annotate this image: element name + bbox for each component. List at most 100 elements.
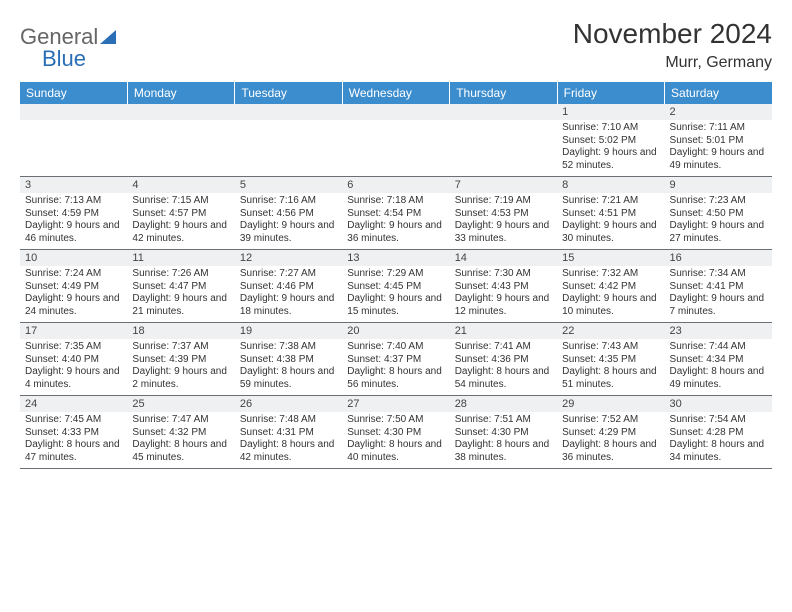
day-cell: 15Sunrise: 7:32 AMSunset: 4:42 PMDayligh… — [557, 250, 664, 323]
empty-cell — [20, 104, 127, 177]
calendar-row: 1Sunrise: 7:10 AMSunset: 5:02 PMDaylight… — [20, 104, 772, 177]
day-number — [20, 104, 127, 120]
day-number: 21 — [450, 323, 557, 339]
day-number: 7 — [450, 177, 557, 193]
weekday-header: Thursday — [450, 82, 557, 104]
day-cell: 4Sunrise: 7:15 AMSunset: 4:57 PMDaylight… — [127, 177, 234, 250]
day-number: 25 — [127, 396, 234, 412]
calendar-row: 3Sunrise: 7:13 AMSunset: 4:59 PMDaylight… — [20, 177, 772, 250]
brand-logo: General Blue — [20, 24, 116, 72]
day-cell: 1Sunrise: 7:10 AMSunset: 5:02 PMDaylight… — [557, 104, 664, 177]
day-number: 11 — [127, 250, 234, 266]
weekday-header: Monday — [127, 82, 234, 104]
day-number: 30 — [665, 396, 772, 412]
day-number: 9 — [665, 177, 772, 193]
day-number: 8 — [557, 177, 664, 193]
day-cell: 24Sunrise: 7:45 AMSunset: 4:33 PMDayligh… — [20, 396, 127, 469]
day-detail: Sunrise: 7:23 AMSunset: 4:50 PMDaylight:… — [665, 193, 772, 249]
day-number: 4 — [127, 177, 234, 193]
day-detail: Sunrise: 7:29 AMSunset: 4:45 PMDaylight:… — [342, 266, 449, 322]
day-number: 17 — [20, 323, 127, 339]
day-detail: Sunrise: 7:38 AMSunset: 4:38 PMDaylight:… — [235, 339, 342, 395]
day-detail: Sunrise: 7:43 AMSunset: 4:35 PMDaylight:… — [557, 339, 664, 395]
day-cell: 8Sunrise: 7:21 AMSunset: 4:51 PMDaylight… — [557, 177, 664, 250]
day-cell: 9Sunrise: 7:23 AMSunset: 4:50 PMDaylight… — [665, 177, 772, 250]
day-detail: Sunrise: 7:21 AMSunset: 4:51 PMDaylight:… — [557, 193, 664, 249]
day-detail: Sunrise: 7:35 AMSunset: 4:40 PMDaylight:… — [20, 339, 127, 395]
day-number: 2 — [665, 104, 772, 120]
day-cell: 17Sunrise: 7:35 AMSunset: 4:40 PMDayligh… — [20, 323, 127, 396]
day-detail: Sunrise: 7:50 AMSunset: 4:30 PMDaylight:… — [342, 412, 449, 468]
day-detail: Sunrise: 7:40 AMSunset: 4:37 PMDaylight:… — [342, 339, 449, 395]
day-number: 16 — [665, 250, 772, 266]
day-cell: 29Sunrise: 7:52 AMSunset: 4:29 PMDayligh… — [557, 396, 664, 469]
weekday-header: Tuesday — [235, 82, 342, 104]
day-number: 6 — [342, 177, 449, 193]
day-number: 14 — [450, 250, 557, 266]
day-cell: 20Sunrise: 7:40 AMSunset: 4:37 PMDayligh… — [342, 323, 449, 396]
day-cell: 30Sunrise: 7:54 AMSunset: 4:28 PMDayligh… — [665, 396, 772, 469]
day-number: 24 — [20, 396, 127, 412]
day-cell: 12Sunrise: 7:27 AMSunset: 4:46 PMDayligh… — [235, 250, 342, 323]
day-number: 5 — [235, 177, 342, 193]
day-detail: Sunrise: 7:19 AMSunset: 4:53 PMDaylight:… — [450, 193, 557, 249]
day-detail: Sunrise: 7:11 AMSunset: 5:01 PMDaylight:… — [665, 120, 772, 176]
day-detail: Sunrise: 7:47 AMSunset: 4:32 PMDaylight:… — [127, 412, 234, 468]
day-detail: Sunrise: 7:15 AMSunset: 4:57 PMDaylight:… — [127, 193, 234, 249]
day-number: 18 — [127, 323, 234, 339]
day-cell: 28Sunrise: 7:51 AMSunset: 4:30 PMDayligh… — [450, 396, 557, 469]
day-cell: 7Sunrise: 7:19 AMSunset: 4:53 PMDaylight… — [450, 177, 557, 250]
day-detail: Sunrise: 7:34 AMSunset: 4:41 PMDaylight:… — [665, 266, 772, 322]
day-detail: Sunrise: 7:10 AMSunset: 5:02 PMDaylight:… — [557, 120, 664, 176]
day-detail: Sunrise: 7:27 AMSunset: 4:46 PMDaylight:… — [235, 266, 342, 322]
day-number: 12 — [235, 250, 342, 266]
brand-text-blue: Blue — [42, 46, 116, 72]
day-number: 10 — [20, 250, 127, 266]
calendar-row: 10Sunrise: 7:24 AMSunset: 4:49 PMDayligh… — [20, 250, 772, 323]
day-detail: Sunrise: 7:24 AMSunset: 4:49 PMDaylight:… — [20, 266, 127, 322]
day-cell: 26Sunrise: 7:48 AMSunset: 4:31 PMDayligh… — [235, 396, 342, 469]
day-detail: Sunrise: 7:41 AMSunset: 4:36 PMDaylight:… — [450, 339, 557, 395]
title-block: November 2024 Murr, Germany — [573, 18, 772, 72]
day-number: 27 — [342, 396, 449, 412]
day-cell: 11Sunrise: 7:26 AMSunset: 4:47 PMDayligh… — [127, 250, 234, 323]
day-cell: 13Sunrise: 7:29 AMSunset: 4:45 PMDayligh… — [342, 250, 449, 323]
day-detail: Sunrise: 7:54 AMSunset: 4:28 PMDaylight:… — [665, 412, 772, 468]
day-cell: 6Sunrise: 7:18 AMSunset: 4:54 PMDaylight… — [342, 177, 449, 250]
day-number — [127, 104, 234, 120]
empty-cell — [235, 104, 342, 177]
calendar-row: 24Sunrise: 7:45 AMSunset: 4:33 PMDayligh… — [20, 396, 772, 469]
day-cell: 22Sunrise: 7:43 AMSunset: 4:35 PMDayligh… — [557, 323, 664, 396]
day-cell: 27Sunrise: 7:50 AMSunset: 4:30 PMDayligh… — [342, 396, 449, 469]
day-detail: Sunrise: 7:16 AMSunset: 4:56 PMDaylight:… — [235, 193, 342, 249]
day-number: 28 — [450, 396, 557, 412]
calendar-page: General Blue November 2024 Murr, Germany… — [0, 0, 792, 479]
day-number: 13 — [342, 250, 449, 266]
day-number: 1 — [557, 104, 664, 120]
day-cell: 2Sunrise: 7:11 AMSunset: 5:01 PMDaylight… — [665, 104, 772, 177]
day-number — [342, 104, 449, 120]
day-detail: Sunrise: 7:48 AMSunset: 4:31 PMDaylight:… — [235, 412, 342, 468]
empty-cell — [450, 104, 557, 177]
day-cell: 14Sunrise: 7:30 AMSunset: 4:43 PMDayligh… — [450, 250, 557, 323]
day-number: 19 — [235, 323, 342, 339]
day-detail: Sunrise: 7:51 AMSunset: 4:30 PMDaylight:… — [450, 412, 557, 468]
page-header: General Blue November 2024 Murr, Germany — [20, 18, 772, 72]
empty-cell — [127, 104, 234, 177]
day-cell: 19Sunrise: 7:38 AMSunset: 4:38 PMDayligh… — [235, 323, 342, 396]
day-cell: 25Sunrise: 7:47 AMSunset: 4:32 PMDayligh… — [127, 396, 234, 469]
triangle-icon — [100, 30, 116, 44]
weekday-header-row: SundayMondayTuesdayWednesdayThursdayFrid… — [20, 82, 772, 104]
day-number — [450, 104, 557, 120]
calendar-row: 17Sunrise: 7:35 AMSunset: 4:40 PMDayligh… — [20, 323, 772, 396]
day-number: 15 — [557, 250, 664, 266]
day-number: 29 — [557, 396, 664, 412]
weekday-header: Wednesday — [342, 82, 449, 104]
day-cell: 16Sunrise: 7:34 AMSunset: 4:41 PMDayligh… — [665, 250, 772, 323]
day-detail: Sunrise: 7:37 AMSunset: 4:39 PMDaylight:… — [127, 339, 234, 395]
day-cell: 5Sunrise: 7:16 AMSunset: 4:56 PMDaylight… — [235, 177, 342, 250]
day-number: 23 — [665, 323, 772, 339]
day-detail: Sunrise: 7:26 AMSunset: 4:47 PMDaylight:… — [127, 266, 234, 322]
weekday-header: Friday — [557, 82, 664, 104]
location-label: Murr, Germany — [573, 54, 772, 72]
